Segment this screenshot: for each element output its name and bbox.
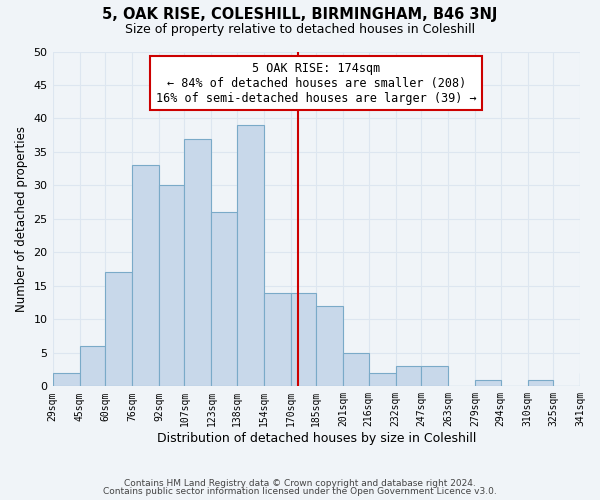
Text: Contains HM Land Registry data © Crown copyright and database right 2024.: Contains HM Land Registry data © Crown c…	[124, 478, 476, 488]
Bar	[105, 272, 132, 386]
Bar	[580, 373, 600, 386]
Bar	[237, 125, 264, 386]
Text: 5 OAK RISE: 174sqm
← 84% of detached houses are smaller (208)
16% of semi-detach: 5 OAK RISE: 174sqm ← 84% of detached hou…	[156, 62, 476, 104]
Text: Size of property relative to detached houses in Coleshill: Size of property relative to detached ho…	[125, 22, 475, 36]
Bar	[343, 353, 368, 386]
Bar	[421, 366, 448, 386]
Bar	[211, 212, 237, 386]
Bar	[264, 292, 291, 386]
Bar	[291, 292, 316, 386]
Bar	[184, 138, 211, 386]
Bar	[132, 166, 159, 386]
Bar	[80, 346, 105, 387]
Text: 5, OAK RISE, COLESHILL, BIRMINGHAM, B46 3NJ: 5, OAK RISE, COLESHILL, BIRMINGHAM, B46 …	[103, 8, 497, 22]
Bar	[527, 380, 553, 386]
X-axis label: Distribution of detached houses by size in Coleshill: Distribution of detached houses by size …	[157, 432, 476, 445]
Bar	[316, 306, 343, 386]
Bar	[475, 380, 500, 386]
Text: Contains public sector information licensed under the Open Government Licence v3: Contains public sector information licen…	[103, 487, 497, 496]
Y-axis label: Number of detached properties: Number of detached properties	[15, 126, 28, 312]
Bar	[159, 186, 184, 386]
Bar	[396, 366, 421, 386]
Bar	[368, 373, 396, 386]
Bar	[53, 373, 80, 386]
